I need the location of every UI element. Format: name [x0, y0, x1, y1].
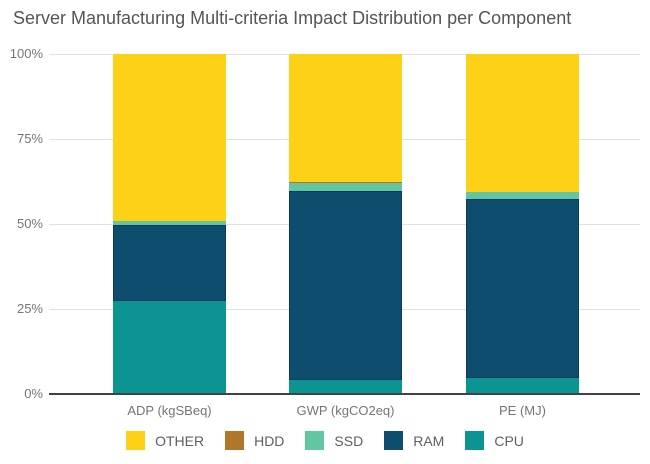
segment-cpu-gwp-kgco2eq[interactable]	[289, 380, 402, 394]
legend-swatch-other	[126, 431, 146, 450]
legend-item-cpu: CPU	[465, 431, 524, 450]
segment-other-gwp-kgco2eq[interactable]	[289, 54, 402, 183]
x-category-label-gwp-kgco2eq: GWP (kgCO2eq)	[296, 403, 395, 418]
legend-item-other: OTHER	[126, 431, 204, 450]
x-category-label-pe-mj: PE (MJ)	[499, 403, 546, 418]
bar-pe-mj[interactable]	[466, 54, 579, 394]
segment-other-pe-mj[interactable]	[466, 54, 579, 192]
segment-ram-adp-kgsbeq[interactable]	[113, 225, 226, 302]
chart-title: Server Manufacturing Multi-criteria Impa…	[13, 8, 572, 28]
y-tick-label-0: 0%	[24, 386, 43, 401]
y-tick-label-25: 25%	[16, 301, 43, 316]
chart-legend: OTHER HDD SSD RAM CPU	[0, 431, 650, 450]
legend-label-hdd: HDD	[254, 432, 285, 449]
legend-swatch-ssd	[305, 431, 325, 450]
segment-cpu-adp-kgsbeq[interactable]	[113, 301, 226, 394]
bar-gwp-kgco2eq[interactable]	[289, 54, 402, 394]
y-tick-label-50: 50%	[16, 216, 43, 231]
y-tick-label-100: 100%	[9, 46, 43, 61]
legend-swatch-hdd	[225, 431, 245, 450]
legend-item-hdd: HDD	[225, 431, 284, 450]
segment-other-adp-kgsbeq[interactable]	[113, 54, 226, 221]
legend-item-ssd: SSD	[305, 431, 363, 450]
legend-label-cpu: CPU	[494, 432, 524, 449]
legend-label-ssd: SSD	[334, 432, 364, 449]
plot-area	[49, 53, 640, 395]
y-tick-label-75: 75%	[16, 131, 43, 146]
legend-swatch-ram	[384, 431, 404, 450]
segment-ssd-gwp-kgco2eq[interactable]	[289, 182, 402, 192]
segment-ram-pe-mj[interactable]	[466, 199, 579, 379]
segment-cpu-pe-mj[interactable]	[466, 378, 579, 394]
legend-swatch-cpu	[465, 431, 485, 450]
legend-label-ram: RAM	[413, 432, 445, 449]
segment-ram-gwp-kgco2eq[interactable]	[289, 191, 402, 381]
bar-adp-kgsbeq[interactable]	[113, 54, 226, 394]
segment-ssd-adp-kgsbeq[interactable]	[113, 220, 226, 225]
x-axis-line	[49, 393, 640, 395]
segment-ssd-pe-mj[interactable]	[466, 192, 579, 200]
x-category-label-adp-kgsbeq: ADP (kgSBeq)	[127, 403, 212, 418]
legend-item-ram: RAM	[384, 431, 444, 450]
legend-label-other: OTHER	[155, 432, 205, 449]
